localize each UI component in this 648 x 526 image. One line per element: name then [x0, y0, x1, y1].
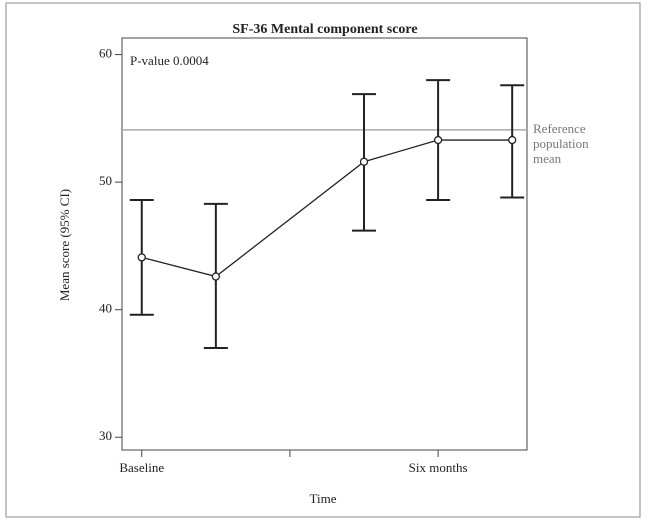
point — [359, 157, 369, 166]
y-axis-label: Mean score (95% CI) — [57, 189, 72, 301]
y-tick-label: 40 — [99, 301, 112, 316]
chart-title: SF-36 Mental component score — [232, 22, 417, 37]
line — [141, 139, 513, 278]
point — [433, 135, 443, 145]
y-tick-label: 60 — [99, 46, 112, 61]
y-tick-label: 50 — [99, 173, 112, 188]
reference-label: population — [533, 136, 589, 151]
frame — [5, 2, 641, 518]
plot-area — [121, 37, 528, 451]
x-axis-label: Time — [310, 491, 337, 506]
point — [508, 135, 517, 145]
x-tick-label: Baseline — [119, 460, 164, 475]
x-tick-label: Six months — [409, 460, 468, 475]
y-tick-label: 30 — [99, 428, 112, 443]
reference-label: mean — [533, 151, 562, 166]
point — [137, 253, 146, 262]
reference-label: Reference — [533, 121, 586, 136]
annotation: P-value 0.0004 — [130, 53, 209, 68]
point — [211, 272, 220, 281]
